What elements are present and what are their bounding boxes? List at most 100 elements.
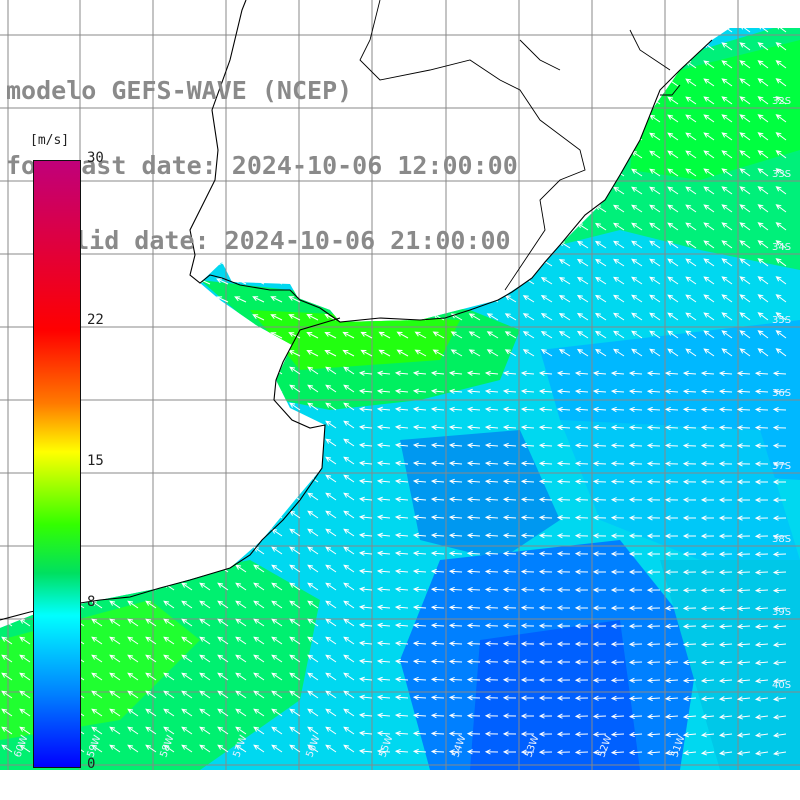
wind-arrow [700,641,715,648]
wind-arrow [576,28,589,33]
wind-arrow [91,366,103,375]
wind-arrow [376,730,391,736]
wind-arrow [502,551,517,557]
wind-arrow [448,640,463,647]
wind-arrow [772,551,787,557]
wind-arrow [412,424,427,430]
wind-arrow [109,420,121,429]
wind-arrow [685,114,697,123]
wind-arrow [289,726,301,735]
wind-arrow [664,406,679,413]
wind-arrow [466,623,481,629]
wind-arrow [556,406,571,413]
wind-arrow [0,332,13,339]
wind-arrow [271,546,283,555]
wind-arrow [19,672,31,681]
wind-arrow [754,714,769,720]
wind-arrow [613,294,625,303]
wind-arrow [772,497,787,503]
wind-arrow [181,564,193,573]
wind-arrow [484,623,499,629]
wind-arrow [163,600,175,609]
wind-arrow [703,294,715,303]
wind-arrow [538,713,553,719]
wind-arrow [198,296,211,303]
wind-arrow [718,497,733,503]
wind-arrow [484,659,499,665]
wind-arrow [199,402,211,411]
wind-arrow [19,492,31,501]
wind-arrow [412,478,427,484]
wind-arrow [199,600,211,609]
wind-arrow [556,677,571,683]
wind-arrow [757,258,769,267]
wind-arrow [558,258,571,267]
wind-arrow [91,474,103,483]
wind-arrow [775,42,787,51]
wind-arrow [646,551,661,557]
wind-arrow [307,600,319,609]
wind-arrow [412,712,427,719]
wind-arrow [594,42,607,51]
wind-arrow [754,479,769,485]
wind-arrow [430,496,445,503]
wind-arrow [394,568,409,574]
wind-arrow [253,654,265,663]
wind-arrow [217,726,229,735]
wind-arrow [217,744,229,753]
wind-arrow [646,424,661,431]
wind-arrow [685,78,697,87]
wind-arrow [574,515,589,521]
wind-arrow [520,533,535,539]
wind-arrow [631,186,643,195]
wind-arrow [127,546,139,555]
wind-arrow [181,600,193,609]
wind-arrow [0,350,13,357]
wind-arrow [394,550,409,556]
wind-arrow [739,78,751,87]
wind-arrow [448,731,463,737]
wind-arrow [757,186,769,195]
wind-arrow [181,474,193,483]
wind-arrow [234,296,247,303]
wind-arrow [736,479,751,485]
wind-arrow [394,694,409,701]
wind-arrow [772,443,787,449]
wind-arrow [631,276,643,285]
colorbar-label: 8 [87,594,96,611]
wind-arrow [613,132,625,141]
wind-arrow [520,605,535,611]
wind-arrow [736,370,751,377]
latitude-label: 37S [772,461,791,472]
wind-arrow [358,640,373,646]
wind-arrow [757,312,769,321]
wind-arrow [718,587,733,593]
wind-arrow [556,478,571,485]
wind-arrow [360,295,373,303]
wind-arrow [520,749,535,755]
wind-arrow [718,461,733,467]
wind-arrow [253,618,265,627]
wind-arrow [484,460,499,467]
wind-arrow [289,600,301,609]
wind-arrow [430,622,445,629]
wind-arrow [610,533,625,539]
wind-arrow [307,726,319,735]
wind-arrow [199,384,211,393]
wind-arrow [343,546,355,555]
wind-arrow [558,312,571,321]
wind-arrow [253,402,265,411]
wind-arrow [610,587,625,593]
wind-arrow [613,60,625,69]
wind-arrow [145,492,157,501]
wind-arrow [700,714,715,720]
wind-arrow [217,510,229,519]
wind-arrow [19,420,31,429]
wind-arrow [502,587,517,593]
wind-arrow [520,713,535,719]
wind-arrow [610,388,625,395]
wind-arrow [1,510,13,519]
wind-arrow [556,551,571,557]
wind-arrow [757,42,769,51]
wind-arrow [628,569,643,575]
